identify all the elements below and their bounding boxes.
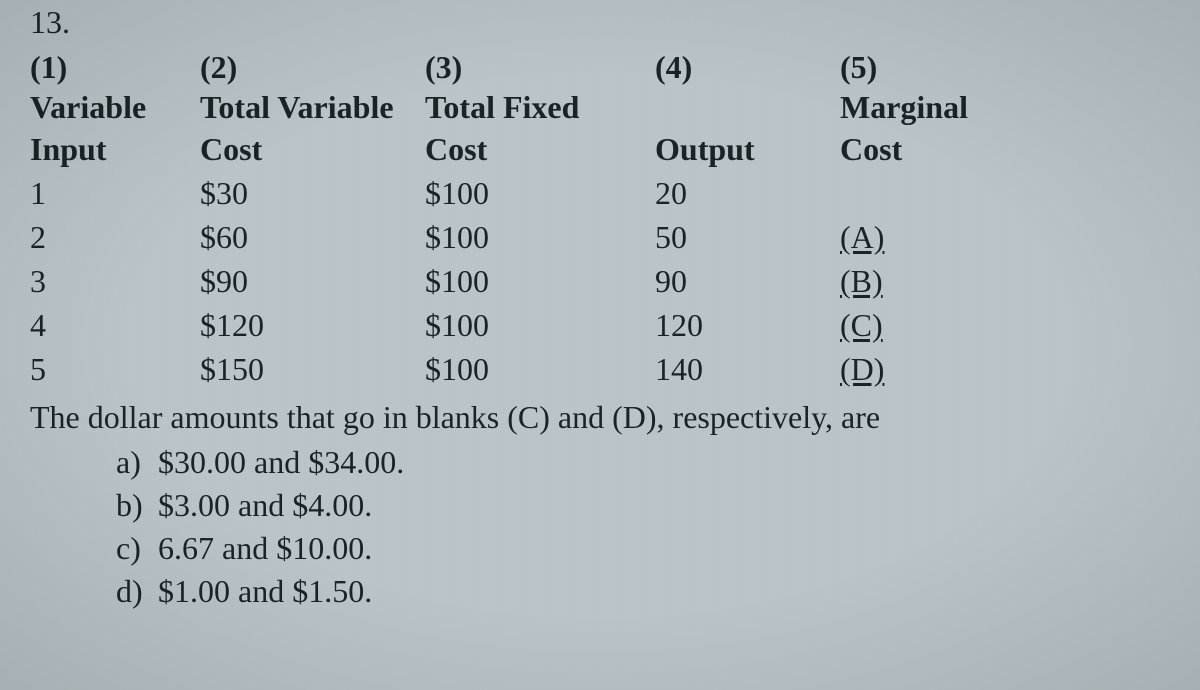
col-name-5b: Cost [840, 129, 1170, 171]
cost-table: (1) (2) (3) (4) (5) Variable Total Varia… [30, 45, 1170, 391]
table-header-numbers: (1) (2) (3) (4) (5) [30, 45, 1170, 87]
cell-tvc: $90 [200, 259, 425, 303]
cell-output: 140 [655, 347, 840, 391]
cell-mc: (D) [840, 347, 1170, 391]
cell-input: 2 [30, 215, 200, 259]
cell-tfc: $100 [425, 171, 655, 215]
cell-tvc: $60 [200, 215, 425, 259]
col-name-4a [655, 87, 840, 129]
option-c: c)6.67 and $10.00. [116, 527, 1170, 570]
table-row: 5 $150 $100 140 (D) [30, 347, 1170, 391]
cell-input: 4 [30, 303, 200, 347]
option-letter: d) [116, 570, 158, 613]
option-text: $1.00 and $1.50. [158, 573, 372, 609]
col-name-5a: Marginal [840, 87, 1170, 129]
cell-tvc: $150 [200, 347, 425, 391]
cell-output: 120 [655, 303, 840, 347]
option-letter: c) [116, 527, 158, 570]
option-b: b)$3.00 and $4.00. [116, 484, 1170, 527]
col-name-3a: Total Fixed [425, 87, 655, 129]
option-letter: a) [116, 441, 158, 484]
cell-tfc: $100 [425, 347, 655, 391]
table-row: 2 $60 $100 50 (A) [30, 215, 1170, 259]
col-name-2a: Total Variable [200, 87, 425, 129]
option-d: d)$1.00 and $1.50. [116, 570, 1170, 613]
table-row: 3 $90 $100 90 (B) [30, 259, 1170, 303]
col-name-1a: Variable [30, 87, 200, 129]
option-letter: b) [116, 484, 158, 527]
cell-mc: (B) [840, 259, 1170, 303]
cell-input: 3 [30, 259, 200, 303]
cell-tfc: $100 [425, 303, 655, 347]
answer-options: a)$30.00 and $34.00. b)$3.00 and $4.00. … [30, 441, 1170, 614]
question-stem: The dollar amounts that go in blanks (C)… [30, 397, 1170, 439]
cell-output: 90 [655, 259, 840, 303]
option-text: $3.00 and $4.00. [158, 487, 372, 523]
col-num-3: (3) [425, 45, 655, 87]
col-num-1: (1) [30, 45, 200, 87]
cell-output: 20 [655, 171, 840, 215]
cell-mc: (C) [840, 303, 1170, 347]
cell-tfc: $100 [425, 215, 655, 259]
option-text: 6.67 and $10.00. [158, 530, 372, 566]
col-num-5: (5) [840, 45, 1170, 87]
col-name-1b: Input [30, 129, 200, 171]
cell-mc [840, 171, 1170, 215]
table-row: 4 $120 $100 120 (C) [30, 303, 1170, 347]
col-name-2b: Cost [200, 129, 425, 171]
col-name-4b: Output [655, 129, 840, 171]
cell-tfc: $100 [425, 259, 655, 303]
table-row: 1 $30 $100 20 [30, 171, 1170, 215]
cell-output: 50 [655, 215, 840, 259]
table-header-names-line2: Input Cost Cost Output Cost [30, 129, 1170, 171]
cell-input: 5 [30, 347, 200, 391]
cell-tvc: $30 [200, 171, 425, 215]
cell-tvc: $120 [200, 303, 425, 347]
question-block: 13. (1) (2) (3) (4) (5) Variable Total V… [30, 4, 1170, 613]
col-num-2: (2) [200, 45, 425, 87]
option-a: a)$30.00 and $34.00. [116, 441, 1170, 484]
col-name-3b: Cost [425, 129, 655, 171]
cell-input: 1 [30, 171, 200, 215]
cell-mc: (A) [840, 215, 1170, 259]
option-text: $30.00 and $34.00. [158, 444, 404, 480]
col-num-4: (4) [655, 45, 840, 87]
question-number: 13. [30, 4, 1170, 41]
table-header-names-line1: Variable Total Variable Total Fixed Marg… [30, 87, 1170, 129]
